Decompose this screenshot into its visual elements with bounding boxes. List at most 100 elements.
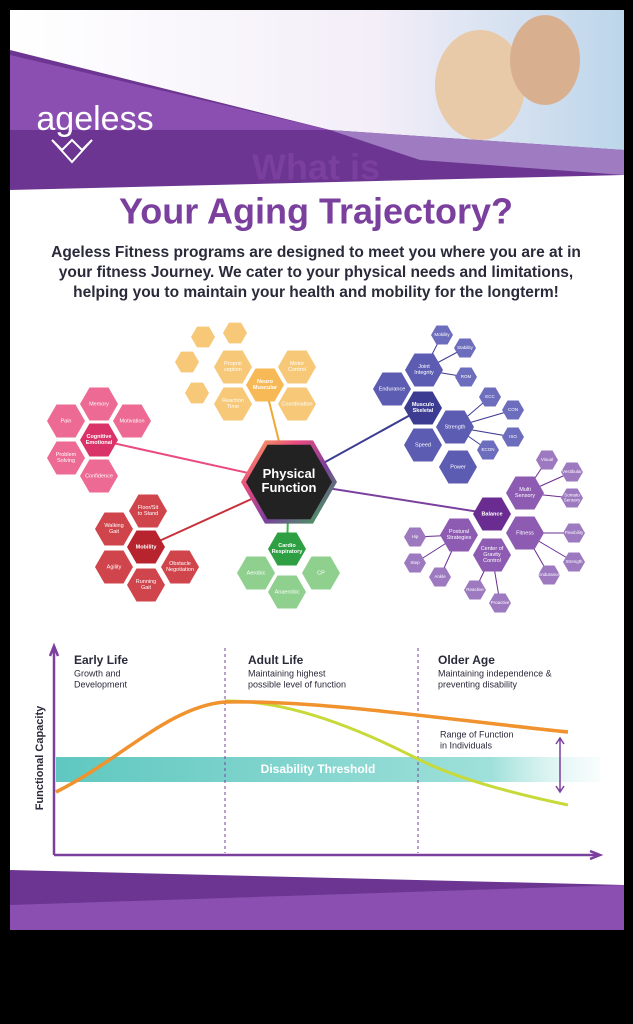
hub-hex [473, 497, 511, 531]
range-note: Range of Function [440, 729, 514, 739]
axes [48, 642, 604, 861]
hex [479, 387, 501, 407]
hex [431, 325, 453, 345]
hex-label: Pain [60, 418, 71, 424]
hex-label: Multi Sensory [515, 487, 535, 499]
logo [51, 138, 93, 164]
hex [455, 367, 477, 387]
hex-label: Somato Sensory [564, 493, 581, 503]
hex [95, 550, 133, 584]
phase-desc: Maintaining highest [248, 668, 326, 678]
hex-label: Proactive [491, 600, 510, 605]
hex [185, 382, 209, 404]
phase-name: Older Age [438, 653, 495, 667]
hex-label: CON [508, 407, 518, 412]
hex-label: Neuro Muscular [253, 379, 278, 391]
diagram: Proprio ception Motor Control Coordination Re… [47, 322, 585, 613]
threshold-label: Disability Threshold [261, 762, 376, 776]
hex [502, 400, 524, 420]
hex [536, 450, 558, 470]
phase-desc: preventing disability [438, 679, 518, 689]
hex [191, 326, 215, 348]
hex [473, 538, 511, 572]
hex [129, 494, 167, 528]
range-note: in Individuals [440, 740, 493, 750]
hex-label: Aerobic [247, 570, 266, 576]
trajectory: Disability Threshold Functional Capacity… [34, 642, 604, 861]
hex [404, 428, 442, 462]
hex-label: Problem Solving [56, 452, 77, 464]
phase-name: Early Life [74, 653, 128, 667]
hex-label: Center of Gravity Control [481, 546, 504, 564]
hex-label: Balance [481, 511, 502, 517]
hex-label: Mobility [434, 332, 450, 337]
photo-person [435, 30, 525, 140]
hex [489, 593, 511, 613]
center-hex [246, 444, 332, 520]
hex-label: ECC [485, 394, 495, 399]
hex-label: Motor Control [288, 361, 306, 373]
hex [506, 476, 544, 510]
hex [538, 565, 560, 585]
hub-hex [127, 530, 165, 564]
phase-desc: Maintaining independence & [438, 668, 552, 678]
hub-hex [246, 368, 284, 402]
hub-hex [268, 532, 306, 566]
hex [80, 459, 118, 493]
hex-label: Reaction Time [222, 398, 244, 410]
capacity-curve [55, 700, 569, 794]
hex-label: Visual [541, 457, 553, 462]
hex-label: Memory [89, 401, 109, 407]
photo-person [510, 15, 580, 105]
hex [80, 387, 118, 421]
hex-label: Musculo Skeletal [412, 402, 435, 414]
title: What is [252, 147, 380, 188]
hex-label: Walking Gait [104, 523, 123, 535]
hex-label: Floor/Sit to Stand [138, 505, 159, 517]
hex-label: CP [317, 570, 325, 576]
hex-label: Physical Function [262, 466, 317, 495]
threshold-band [56, 757, 600, 782]
hex-label: Anaerobic [275, 589, 300, 595]
hex [127, 568, 165, 602]
header-edge [10, 175, 624, 190]
hex-label: Ankle [434, 574, 446, 579]
hex [439, 450, 477, 484]
intro: your fitness Journey. We cater to your p… [59, 264, 574, 281]
range-arrow [555, 736, 565, 794]
intro: Ageless Fitness programs are designed to… [51, 244, 581, 261]
decline-curve [224, 699, 569, 807]
hex-label: ECON [481, 447, 494, 452]
hex-label: Step [410, 560, 420, 565]
hex-label: Vestibular [562, 469, 582, 474]
hub-hex [80, 423, 118, 457]
hex-label: Fitness [516, 530, 534, 536]
hex [454, 338, 476, 358]
hex-label: Running Gait [136, 579, 157, 591]
intro: helping you to maintain your health and … [73, 284, 559, 301]
hex-label: Proprio ception [224, 361, 242, 373]
hex-label: Cardio Respiratory [272, 543, 304, 555]
hex [175, 351, 199, 373]
hex [278, 387, 316, 421]
phase-desc: Growth and [74, 668, 121, 678]
hex [113, 404, 151, 438]
hex [464, 580, 486, 600]
hex [237, 556, 275, 590]
hex [502, 427, 524, 447]
hex [223, 322, 247, 344]
hex [373, 372, 411, 406]
hex-label: Stability [457, 345, 474, 350]
hub-hex [404, 391, 442, 425]
hex-label: Strength [445, 424, 466, 430]
hex-label: Confidence [85, 473, 113, 479]
hex [404, 553, 426, 573]
hex-label: Cognitive Emotional [86, 434, 113, 446]
hex [440, 518, 478, 552]
hex [561, 462, 583, 482]
hex-label: Endurance [379, 386, 406, 392]
hex [95, 512, 133, 546]
hex [161, 550, 199, 584]
